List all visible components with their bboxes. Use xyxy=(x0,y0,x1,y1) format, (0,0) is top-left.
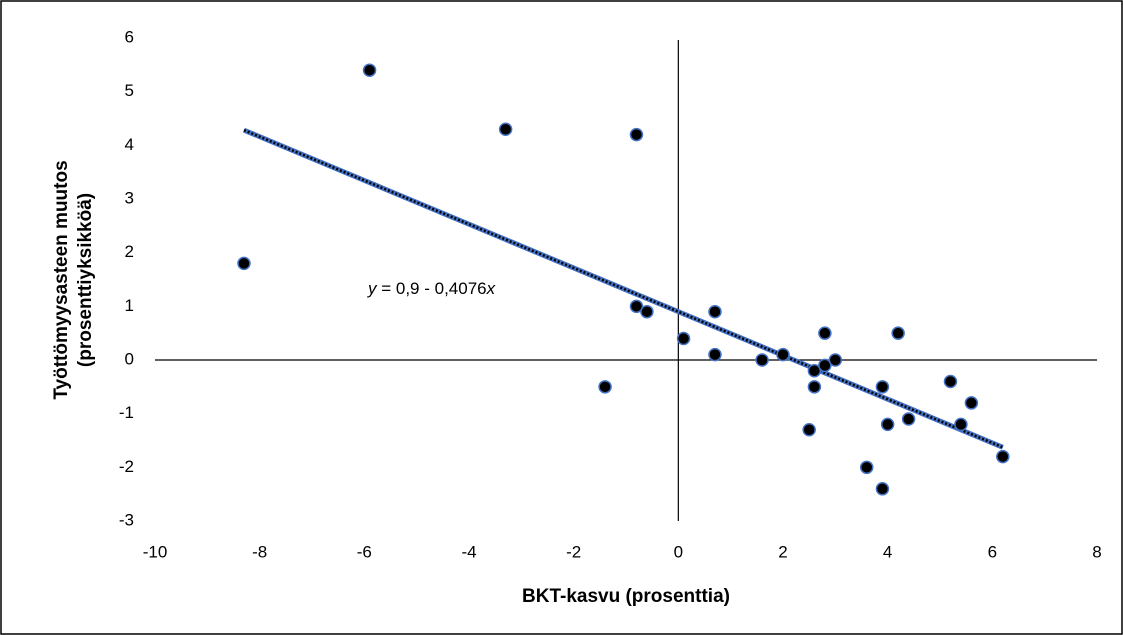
point xyxy=(859,460,874,475)
point xyxy=(996,449,1010,464)
x-tick-label: -6 xyxy=(357,542,372,561)
y-tick-label: 5 xyxy=(125,81,134,100)
point xyxy=(676,331,691,346)
point xyxy=(818,358,832,373)
point xyxy=(237,256,251,271)
y-axis-title: Työttömyysasteen muutos xyxy=(51,160,72,399)
point xyxy=(755,353,769,367)
point xyxy=(708,347,722,362)
y-axis-title: (prosenttiyksikköä) xyxy=(75,193,96,367)
y-tick-label: 4 xyxy=(125,135,134,154)
x-tick-label: -4 xyxy=(461,542,476,561)
point xyxy=(880,417,895,432)
x-axis-title: BKT-kasvu (prosenttia) xyxy=(522,586,730,607)
y-tick-label: -1 xyxy=(119,403,134,422)
y-tick-label: 0 xyxy=(125,349,134,368)
point xyxy=(943,374,958,389)
equation-part: x xyxy=(486,279,496,298)
point xyxy=(629,127,644,142)
point xyxy=(629,299,644,314)
equation-part: y xyxy=(367,279,378,298)
x-tick-label: 0 xyxy=(674,542,683,561)
point xyxy=(598,380,612,394)
point xyxy=(828,353,843,367)
x-tick-label: 6 xyxy=(988,542,997,561)
y-tick-label: -3 xyxy=(119,510,134,529)
y-tick-label: 3 xyxy=(125,188,134,207)
point xyxy=(964,396,979,410)
point xyxy=(818,326,832,340)
equation-part: = 0,9 - 0,4076 xyxy=(377,279,487,298)
point xyxy=(802,423,816,437)
point xyxy=(954,417,968,432)
point xyxy=(875,482,890,496)
trendline-equation: y = 0,9 - 0,4076x xyxy=(367,279,496,298)
x-tick-label: 2 xyxy=(778,542,787,561)
y-tick-label: 2 xyxy=(125,242,134,261)
point xyxy=(362,63,377,77)
point xyxy=(901,412,916,426)
y-tick-label: 6 xyxy=(125,27,134,46)
x-tick-label: -10 xyxy=(143,542,168,561)
trendline-dots xyxy=(243,128,1004,449)
point xyxy=(875,380,890,394)
point xyxy=(807,363,822,378)
x-tick-label: 8 xyxy=(1092,542,1101,561)
point xyxy=(708,304,722,319)
y-tick-label: 1 xyxy=(125,296,134,315)
point xyxy=(776,347,790,362)
x-tick-label: 4 xyxy=(883,542,892,561)
point xyxy=(807,380,822,394)
point xyxy=(891,326,905,340)
y-tick-label: -2 xyxy=(119,457,134,476)
point xyxy=(640,304,654,319)
x-tick-label: -2 xyxy=(566,542,581,561)
point xyxy=(498,122,513,136)
x-tick-label: -8 xyxy=(252,542,267,561)
